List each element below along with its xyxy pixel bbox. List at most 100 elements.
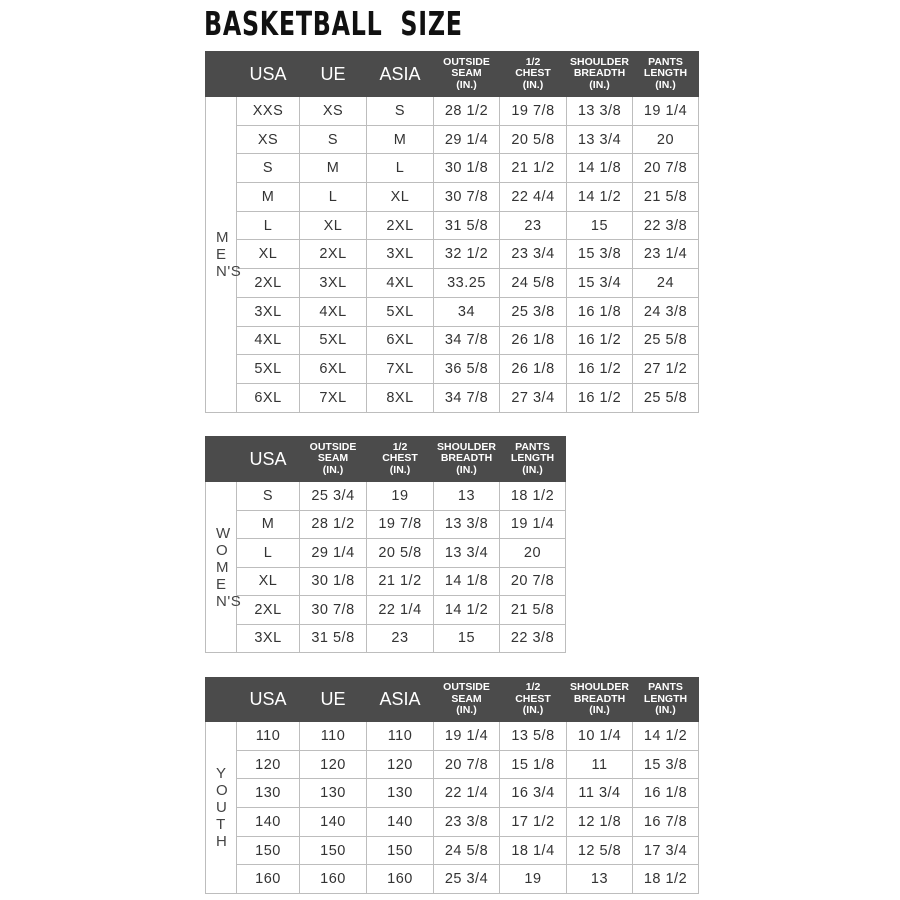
table-cell: 2XL (236, 268, 300, 298)
column-header: 1/2 CHEST (IN.) (366, 436, 434, 482)
table-cell: 20 (632, 124, 699, 155)
table-cell: 20 7/8 (632, 153, 699, 184)
table-cell: XS (236, 124, 300, 155)
table-cell: 13 3/8 (433, 509, 500, 539)
table-cell: 22 3/8 (632, 210, 699, 241)
table-row: 2XL 3XL 4XL 33.25 24 5/8 15 3/4 24 (206, 268, 699, 298)
table-cell: 25 3/4 (299, 481, 367, 511)
table-cell: M (299, 153, 367, 184)
table-cell: 34 7/8 (433, 382, 500, 413)
table-cell: XL (236, 239, 300, 270)
table-cell: XXS (236, 96, 300, 126)
table-cell: 15 3/8 (566, 239, 633, 270)
table-cell: 15 (433, 623, 500, 653)
table-cell: 14 1/2 (632, 721, 699, 751)
table-cell: 2XL (299, 239, 367, 270)
table-cell: 2XL (366, 210, 434, 241)
womens-size-table: USA OUTSIDE SEAM (IN.) 1/2 CHEST (IN.) SHOULDER… (205, 436, 566, 653)
table-row: M L XL 30 7/8 22 4/4 14 1/2 21 5/8 (206, 182, 699, 212)
table-cell: 17 3/4 (632, 835, 699, 866)
table-cell: 12 1/8 (566, 807, 633, 837)
table-cell: 130 (366, 778, 434, 809)
table-cell: M (236, 509, 300, 539)
table-row: 6XL 7XL 8XL 34 7/8 27 3/4 16 1/2 25 5/8 (206, 382, 699, 413)
table-cell: 6XL (236, 382, 300, 413)
table-row: 4XL 5XL 6XL 34 7/8 26 1/8 16 1/2 25 5/8 (206, 325, 699, 356)
column-header: OUTSIDE SEAM (IN.) (299, 436, 367, 482)
table-cell: 13 (566, 864, 633, 895)
table-row: XS S M 29 1/4 20 5/8 13 3/4 20 (206, 124, 699, 155)
table-row: 130 130 130 22 1/4 16 3/4 11 3/4 16 1/8 (206, 778, 699, 809)
table-cell: 32 1/2 (433, 239, 500, 270)
table-row: 140 140 140 23 3/8 17 1/2 12 1/8 16 7/8 (206, 807, 699, 837)
table-cell: 3XL (366, 239, 434, 270)
table-cell: 130 (236, 778, 300, 809)
side-label-text: WOMEN'S (216, 524, 242, 610)
table-row: 3XL 31 5/8 23 15 22 3/8 (206, 623, 566, 653)
table-cell: 25 3/8 (499, 296, 567, 327)
table-cell: 6XL (299, 354, 367, 384)
table-cell: 18 1/2 (632, 864, 699, 895)
table-cell: 18 1/4 (499, 835, 567, 866)
table-cell: 4XL (299, 296, 367, 327)
table-cell: 23 (499, 210, 567, 241)
table-row: MEN'S XXS XS S 28 1/2 19 7/8 13 3/8 19 1/4 (205, 96, 699, 413)
table-cell: 160 (366, 864, 434, 895)
table-cell: 34 (433, 296, 500, 327)
table-cell: 13 (433, 481, 500, 511)
table-cell: 140 (366, 807, 434, 837)
table-cell: 21 1/2 (366, 566, 434, 596)
column-header: ASIA (366, 677, 434, 722)
table-cell: 29 1/4 (299, 538, 367, 568)
table-cell: 5XL (236, 354, 300, 384)
table-cell: 22 1/4 (366, 595, 434, 625)
table-cell: 13 3/8 (566, 96, 633, 126)
table-cell: 20 5/8 (366, 538, 434, 568)
table-cell: 19 1/4 (632, 96, 699, 126)
page-title: BASKETBALL SIZE (204, 4, 463, 43)
table-cell: 5XL (366, 296, 434, 327)
table-cell: M (236, 182, 300, 212)
header-row: USA UE ASIA OUTSIDE SEAM (IN.) 1/2 CHEST (IN.) SH… (205, 677, 699, 722)
table-cell: 31 5/8 (299, 623, 367, 653)
table-cell: M (366, 124, 434, 155)
table-cell: 31 5/8 (433, 210, 500, 241)
table-row: S M L 30 1/8 21 1/2 14 1/8 20 7/8 (206, 153, 699, 184)
table-cell: 140 (299, 807, 367, 837)
table-row: WOMEN'S S 25 3/4 19 13 18 1/2 (205, 481, 566, 653)
table-cell: 4XL (366, 268, 434, 298)
table-cell: 3XL (236, 623, 300, 653)
table-cell: 110 (236, 721, 300, 751)
table-cell: XL (366, 182, 434, 212)
table-cell: 11 3/4 (566, 778, 633, 809)
column-header: UE (299, 677, 367, 722)
table-cell: 16 1/8 (632, 778, 699, 809)
table-cell: 20 7/8 (433, 749, 500, 780)
table-cell: 5XL (299, 325, 367, 356)
column-header: 1/2 CHEST (IN.) (499, 51, 567, 97)
table-cell: 25 3/4 (433, 864, 500, 895)
column-header: USA (236, 51, 300, 97)
table-cell: 14 1/2 (566, 182, 633, 212)
table-row: L 29 1/4 20 5/8 13 3/4 20 (206, 538, 566, 568)
table-cell: L (236, 538, 300, 568)
table-cell: 27 1/2 (632, 354, 699, 384)
table-cell: 23 3/8 (433, 807, 500, 837)
table-cell: 14 1/8 (433, 566, 500, 596)
table-cell: 19 1/4 (499, 509, 566, 539)
table-cell: S (236, 153, 300, 184)
column-header: USA (236, 436, 300, 482)
table-cell: 6XL (366, 325, 434, 356)
table-cell: 30 1/8 (433, 153, 500, 184)
column-header: SHOULDER BREADTH (IN.) (433, 436, 500, 482)
table-row: 5XL 6XL 7XL 36 5/8 26 1/8 16 1/2 27 1/2 (206, 354, 699, 384)
table-cell: L (236, 210, 300, 241)
table-cell: 34 7/8 (433, 325, 500, 356)
table-cell: 19 (366, 481, 434, 511)
table-cell: 10 1/4 (566, 721, 633, 751)
table-cell: 13 5/8 (499, 721, 567, 751)
column-header: PANTS LENGTH (IN.) (499, 436, 566, 482)
table-row: 2XL 30 7/8 22 1/4 14 1/2 21 5/8 (206, 595, 566, 625)
table-cell: XL (299, 210, 367, 241)
table-cell: 16 1/2 (566, 382, 633, 413)
